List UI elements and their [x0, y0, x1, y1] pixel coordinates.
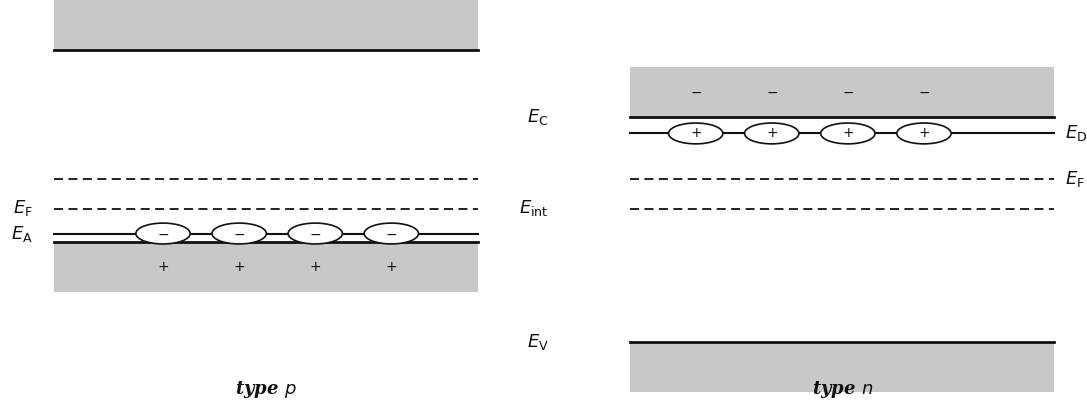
Text: $E_{\rm V}$: $E_{\rm V}$ [527, 332, 549, 352]
Text: $+$: $+$ [233, 260, 246, 274]
Circle shape [821, 123, 875, 144]
Circle shape [288, 223, 342, 244]
Circle shape [364, 223, 418, 244]
Text: $+$: $+$ [765, 126, 778, 141]
Text: $-$: $-$ [765, 85, 778, 99]
Circle shape [669, 123, 723, 144]
Text: $-$: $-$ [309, 226, 322, 241]
Circle shape [136, 223, 190, 244]
Text: $+$: $+$ [385, 260, 398, 274]
FancyBboxPatch shape [630, 342, 1054, 392]
Text: $+$: $+$ [841, 126, 854, 141]
FancyBboxPatch shape [54, 0, 478, 50]
Text: type $n$: type $n$ [812, 379, 873, 400]
Text: $-$: $-$ [157, 226, 170, 241]
Text: $E_{\rm int}$: $E_{\rm int}$ [520, 198, 549, 219]
Text: type $p$: type $p$ [236, 379, 297, 400]
FancyBboxPatch shape [54, 242, 478, 292]
Text: $+$: $+$ [309, 260, 322, 274]
Circle shape [212, 223, 266, 244]
Circle shape [745, 123, 799, 144]
Text: $-$: $-$ [841, 85, 854, 99]
Text: $-$: $-$ [917, 85, 930, 99]
Text: $+$: $+$ [157, 260, 170, 274]
Text: $-$: $-$ [233, 226, 246, 241]
Text: $-$: $-$ [385, 226, 398, 241]
Text: $E_{\rm A}$: $E_{\rm A}$ [11, 224, 33, 244]
Text: $+$: $+$ [917, 126, 930, 141]
Text: $E_{\rm F}$: $E_{\rm F}$ [13, 198, 33, 219]
Text: $+$: $+$ [689, 126, 702, 141]
Text: $E_{\rm D}$: $E_{\rm D}$ [1065, 123, 1087, 143]
Text: $E_{\rm C}$: $E_{\rm C}$ [527, 107, 549, 127]
Text: $E_{\rm F}$: $E_{\rm F}$ [1065, 169, 1085, 189]
FancyBboxPatch shape [630, 67, 1054, 117]
Text: $-$: $-$ [689, 85, 702, 99]
Circle shape [897, 123, 951, 144]
